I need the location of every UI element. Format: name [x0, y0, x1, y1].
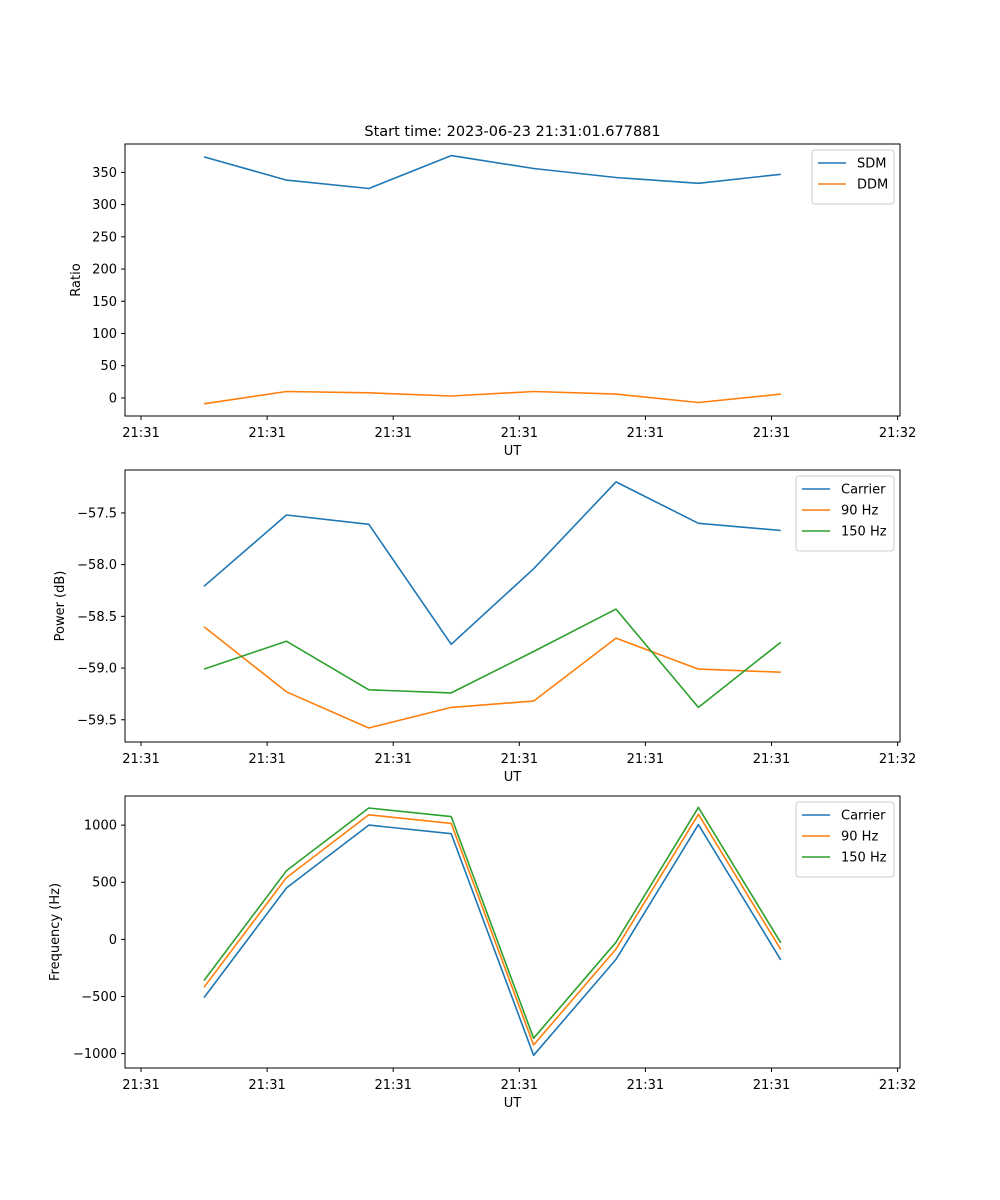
legend-label: DDM [857, 178, 888, 193]
series-line [203, 813, 782, 1046]
x-tick-label: 21:31 [753, 426, 790, 441]
x-tick-label: 21:32 [879, 1078, 916, 1093]
series-line [203, 390, 781, 405]
x-tick-label: 21:32 [879, 752, 916, 767]
y-tick-label: 200 [92, 263, 117, 278]
series-line [203, 154, 781, 190]
x-axis-label: UT [504, 1096, 522, 1111]
x-axis-label: UT [504, 770, 522, 785]
legend: Carrier 90 Hz 150 Hz [795, 475, 895, 552]
y-tick-label: −500 [81, 990, 117, 1005]
y-tick-label: 350 [92, 166, 117, 181]
y-tick-label: 300 [92, 198, 117, 213]
y-tick-label: −57.5 [77, 506, 117, 521]
legend: Carrier 90 Hz 150 Hz [795, 801, 895, 878]
x-tick-label: 21:31 [122, 426, 159, 441]
x-tick-label: 21:31 [501, 752, 538, 767]
y-tick-label: 1000 [84, 819, 117, 834]
series-line [203, 481, 781, 646]
x-tick-label: 21:31 [501, 426, 538, 441]
x-tick-label: 21:31 [248, 752, 285, 767]
x-axis-label: UT [504, 444, 522, 459]
y-tick-label: 0 [109, 933, 117, 948]
x-tick-label: 21:31 [374, 752, 411, 767]
x-tick-label: 21:31 [627, 1078, 664, 1093]
chart-panel-3: −1000 −500 0 500 1000 21:31 21:31 21:31 21:31 21:… [48, 795, 916, 1111]
y-tick-label: 250 [92, 230, 117, 245]
legend-box [795, 475, 895, 552]
y-axis-label: Frequency (Hz) [48, 883, 63, 981]
x-tick-label: 21:31 [753, 752, 790, 767]
axes-frame [124, 143, 901, 417]
legend-label: 90 Hz [841, 830, 878, 845]
y-tick-label: −1000 [73, 1047, 117, 1062]
legend-label: 150 Hz [841, 851, 887, 866]
figure-title: Start time: 2023-06-23 21:31:01.677881 [364, 124, 660, 140]
legend-label: SDM [857, 157, 886, 172]
x-tick-label: 21:31 [627, 752, 664, 767]
series-line [203, 608, 782, 709]
x-tick-label: 21:31 [501, 1078, 538, 1093]
x-tick-label: 21:31 [122, 1078, 159, 1093]
y-tick-label: −58.5 [77, 610, 117, 625]
x-tick-label: 21:31 [374, 1078, 411, 1093]
x-tick-label: 21:31 [753, 1078, 790, 1093]
axes-frame [124, 469, 901, 743]
chart-panel-2: −59.5 −59.0 −58.5 −58.0 −57.5 21:31 21:31 21:31… [53, 469, 916, 785]
legend-label: 150 Hz [841, 525, 887, 540]
x-tick-label: 21:31 [248, 1078, 285, 1093]
series-line [203, 626, 781, 729]
series-line [203, 806, 782, 1039]
chart-panel-1: 0 50 100 150 200 250 300 350 21:31 21:31 21:31 21:3… [69, 143, 916, 459]
y-tick-label: 150 [92, 295, 117, 310]
y-tick-label: −59.0 [77, 662, 117, 677]
x-tick-label: 21:32 [879, 426, 916, 441]
x-tick-label: 21:31 [627, 426, 664, 441]
x-tick-label: 21:31 [248, 426, 285, 441]
y-tick-label: −59.5 [77, 713, 117, 728]
y-tick-label: 500 [92, 876, 117, 891]
series-line [203, 823, 782, 1057]
y-tick-label: −58.0 [77, 558, 117, 573]
legend-label: Carrier [841, 809, 886, 824]
legend-box [795, 801, 895, 878]
y-tick-label: 100 [92, 327, 117, 342]
legend-label: 90 Hz [841, 504, 878, 519]
x-tick-label: 21:31 [122, 752, 159, 767]
x-tick-label: 21:31 [374, 426, 411, 441]
y-tick-label: 50 [100, 359, 117, 374]
y-axis-label: Ratio [69, 263, 84, 296]
y-axis-label: Power (dB) [53, 571, 68, 642]
legend: SDM DDM [811, 149, 895, 205]
axes-frame [124, 795, 901, 1069]
legend-label: Carrier [841, 483, 886, 498]
y-tick-label: 0 [109, 391, 117, 406]
